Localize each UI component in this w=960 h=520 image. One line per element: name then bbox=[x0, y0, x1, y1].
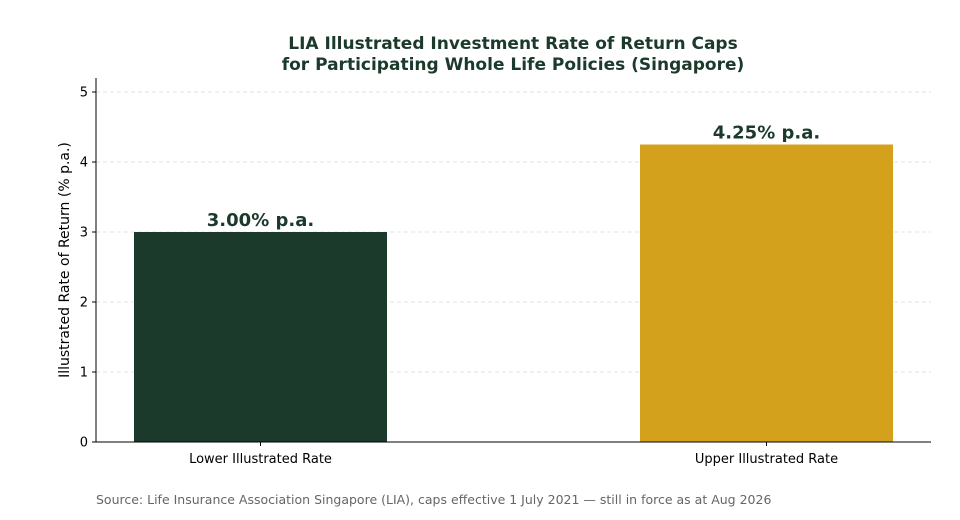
x-tick-label: Lower Illustrated Rate bbox=[189, 452, 332, 467]
x-axis-ticks: Lower Illustrated Rate Upper Illustrated … bbox=[189, 442, 838, 467]
data-labels: 3.00% p.a. 4.25% p.a. bbox=[207, 123, 820, 232]
y-axis-label: Illustrated Rate of Return (% p.a.) bbox=[57, 142, 73, 378]
bars bbox=[134, 144, 893, 442]
axes bbox=[95, 78, 931, 443]
y-tick-label: 4 bbox=[80, 156, 88, 171]
chart-title-line-2: for Participating Whole Life Policies (S… bbox=[282, 55, 745, 75]
source-note: Source: Life Insurance Association Singa… bbox=[96, 492, 772, 507]
y-tick-label: 2 bbox=[80, 296, 88, 311]
y-tick-label: 0 bbox=[80, 436, 88, 451]
bar-2 bbox=[640, 144, 893, 442]
chart-title-line-1: LIA Illustrated Investment Rate of Retur… bbox=[288, 34, 737, 54]
y-tick-label: 5 bbox=[80, 86, 88, 101]
y-axis-ticks: 0 1 2 3 4 5 bbox=[80, 86, 96, 451]
chart-title: LIA Illustrated Investment Rate of Retur… bbox=[282, 34, 745, 75]
x-tick-label: Upper Illustrated Rate bbox=[695, 452, 838, 467]
data-label: 3.00% p.a. bbox=[207, 210, 314, 231]
y-tick-label: 3 bbox=[80, 226, 88, 241]
bar-1 bbox=[134, 232, 387, 442]
y-tick-label: 1 bbox=[80, 366, 88, 381]
data-label: 4.25% p.a. bbox=[713, 123, 820, 144]
